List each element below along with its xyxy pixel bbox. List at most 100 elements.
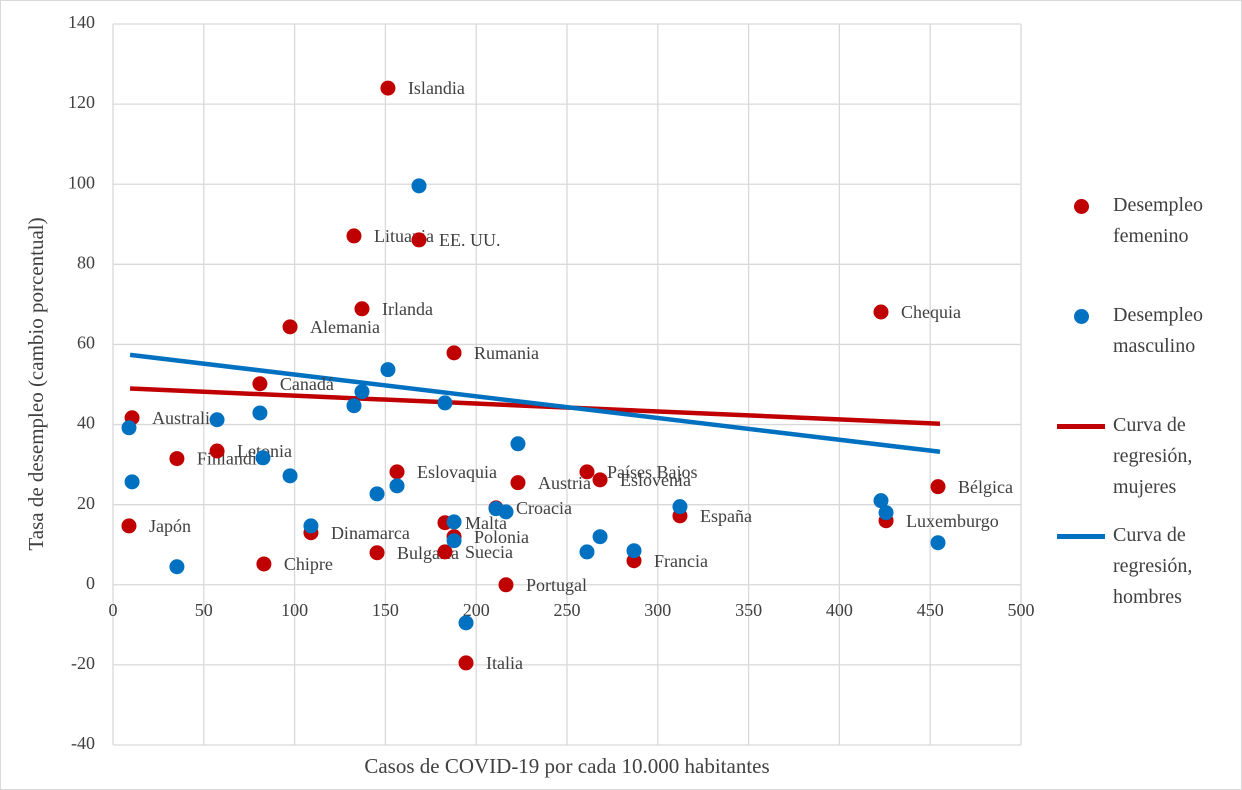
point: [437, 395, 453, 411]
point-label: Japón: [149, 516, 191, 536]
legend-item: Desempleo femenino: [1050, 190, 1240, 300]
x-tick-label: 150: [372, 600, 399, 620]
point: [579, 544, 595, 560]
y-tick-label: -40: [71, 733, 95, 753]
point-label: Portugal: [526, 575, 587, 595]
point: [579, 464, 595, 480]
point: [446, 345, 462, 361]
legend-label: Curva de regresión, hombres: [1113, 524, 1193, 608]
y-tick-label: 0: [86, 573, 95, 593]
point: [498, 577, 514, 593]
point-label: Luxemburgo: [906, 511, 999, 531]
point-label: Francia: [654, 551, 708, 571]
legend-item: Desempleo masculino: [1050, 300, 1240, 410]
point-label: Italia: [486, 653, 523, 673]
point: [592, 529, 608, 545]
legend-label: Desempleo masculino: [1113, 304, 1203, 357]
point: [209, 443, 225, 459]
point: [282, 319, 298, 335]
point: [369, 486, 385, 502]
point: [252, 376, 268, 392]
point: [369, 545, 385, 561]
point-label: Irlanda: [382, 299, 433, 319]
point-label: Austria: [538, 473, 591, 493]
y-tick-label: 40: [77, 413, 95, 433]
legend-item: Curva de regresión, hombres: [1050, 520, 1240, 630]
x-tick-label: 200: [463, 600, 490, 620]
point: [346, 228, 362, 244]
regression-line: [129, 352, 941, 455]
point: [380, 362, 396, 378]
point: [437, 544, 453, 560]
y-tick-label: 100: [68, 172, 95, 192]
point-label: Rumania: [474, 343, 539, 363]
y-axis-label: Tasa de desempleo (cambio porcentual): [24, 217, 48, 550]
legend-item: Curva de regresión, mujeres: [1050, 410, 1240, 520]
point: [255, 450, 271, 466]
point: [282, 468, 298, 484]
point: [346, 398, 362, 414]
point: [411, 232, 427, 248]
legend: Desempleo femenino Desempleo masculino Cur…: [1050, 190, 1240, 630]
x-tick-label: 500: [1008, 600, 1035, 620]
point: [389, 478, 405, 494]
point-label: Países Bajos: [607, 462, 698, 482]
point: [389, 464, 405, 480]
x-tick-label: 300: [644, 600, 671, 620]
point: [169, 559, 185, 575]
point-label: Australia: [152, 408, 218, 428]
point-label: Malta: [465, 513, 507, 533]
point-label: EE. UU.: [439, 230, 501, 250]
legend-label: Curva de regresión, mujeres: [1113, 414, 1193, 498]
legend-symbol: [1057, 424, 1105, 429]
point: [411, 178, 427, 194]
x-tick-label: 350: [735, 600, 762, 620]
point: [121, 518, 137, 534]
x-tick-label: 450: [917, 600, 944, 620]
point: [510, 436, 526, 452]
point-label: Canadá: [280, 374, 334, 394]
point-label: Polonia: [474, 527, 529, 547]
point: [354, 384, 370, 400]
point: [930, 479, 946, 495]
point: [380, 80, 396, 96]
y-tick-label: 140: [68, 12, 95, 32]
point-label: Eslovaquia: [417, 462, 497, 482]
point: [446, 533, 462, 549]
y-tick-label: -20: [71, 653, 95, 673]
point: [169, 451, 185, 467]
point-label: Chipre: [284, 554, 333, 574]
point: [458, 615, 474, 631]
point: [303, 518, 319, 534]
point: [873, 493, 889, 509]
x-tick-label: 50: [195, 600, 213, 620]
point-label: Suecia: [465, 542, 513, 562]
legend-symbol: [1074, 309, 1089, 324]
point: [354, 301, 370, 317]
legend-symbol: [1057, 534, 1105, 539]
point-label: Bélgica: [958, 477, 1013, 497]
point: [209, 412, 225, 428]
point: [121, 420, 137, 436]
x-axis-label: Casos de COVID-19 por cada 10.000 habita…: [364, 754, 769, 778]
point-label: Chequia: [901, 302, 961, 322]
point-label: Croacia: [516, 498, 572, 518]
legend-symbol: [1074, 199, 1089, 214]
point: [873, 304, 889, 320]
point: [592, 472, 608, 488]
point-label: Dinamarca: [331, 523, 410, 543]
point: [510, 475, 526, 491]
x-tick-label: 400: [826, 600, 853, 620]
y-tick-label: 80: [77, 252, 95, 272]
point: [626, 543, 642, 559]
point: [252, 405, 268, 421]
point: [458, 655, 474, 671]
legend-label: Desempleo femenino: [1113, 194, 1203, 247]
point: [930, 535, 946, 551]
y-tick-label: 20: [77, 493, 95, 513]
x-tick-label: 100: [281, 600, 308, 620]
regression-line: [129, 386, 941, 427]
point-label: Alemania: [310, 317, 380, 337]
